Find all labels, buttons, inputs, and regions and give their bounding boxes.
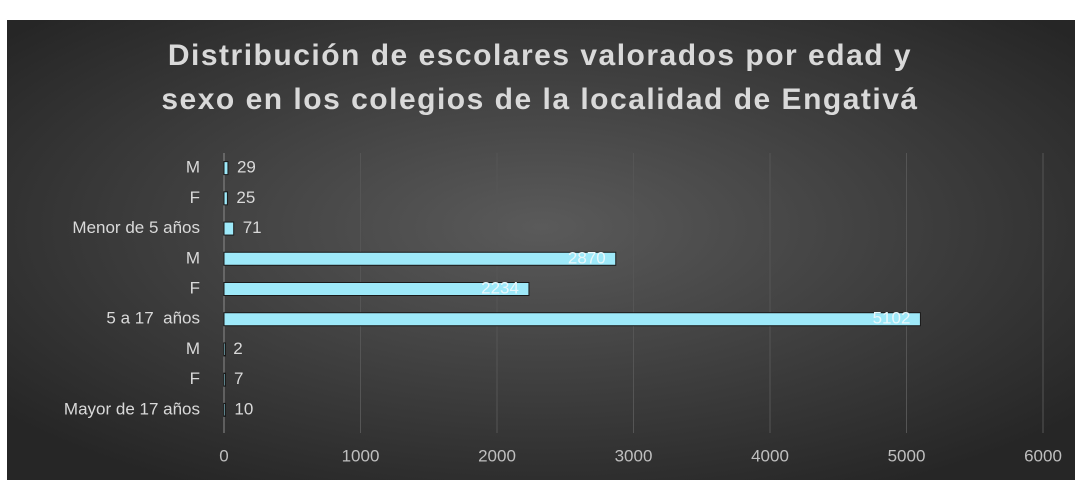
bar [223, 312, 921, 327]
x-tick-label: 1000 [342, 446, 380, 465]
bar [223, 402, 226, 417]
bar [223, 221, 235, 236]
x-tick-label: 3000 [615, 446, 653, 465]
y-tick-label: M [186, 158, 200, 177]
y-tick-label: F [190, 278, 200, 297]
data-label: 10 [234, 399, 253, 418]
chart-background [7, 20, 1075, 480]
y-tick-label: F [190, 369, 200, 388]
y-tick-label: Mayor de 17 años [64, 399, 200, 418]
bar [223, 161, 229, 176]
y-tick-label: F [190, 188, 200, 207]
data-label: 2234 [481, 278, 519, 297]
x-tick-label: 0 [219, 446, 228, 465]
data-label: 2 [233, 339, 242, 358]
data-label: 5102 [873, 309, 911, 328]
bar [223, 342, 226, 357]
x-tick-label: 4000 [751, 446, 789, 465]
bar [223, 191, 228, 206]
y-tick-label: M [186, 248, 200, 267]
x-tick-label: 6000 [1024, 446, 1062, 465]
chart-title: Distribución de escolares valorados por … [161, 39, 918, 116]
y-tick-label: Menor de 5 años [72, 218, 200, 237]
data-label: 25 [236, 188, 255, 207]
data-label: 2870 [568, 248, 606, 267]
y-tick-label: M [186, 339, 200, 358]
bar [223, 282, 530, 296]
y-tick-label: 5 a 17 años [106, 309, 200, 328]
data-label: 7 [234, 369, 243, 388]
data-label: 71 [243, 218, 262, 237]
x-tick-label: 5000 [888, 446, 926, 465]
bar [223, 372, 226, 387]
data-label: 29 [237, 158, 256, 177]
x-tick-label: 2000 [478, 446, 516, 465]
bar [223, 251, 617, 266]
